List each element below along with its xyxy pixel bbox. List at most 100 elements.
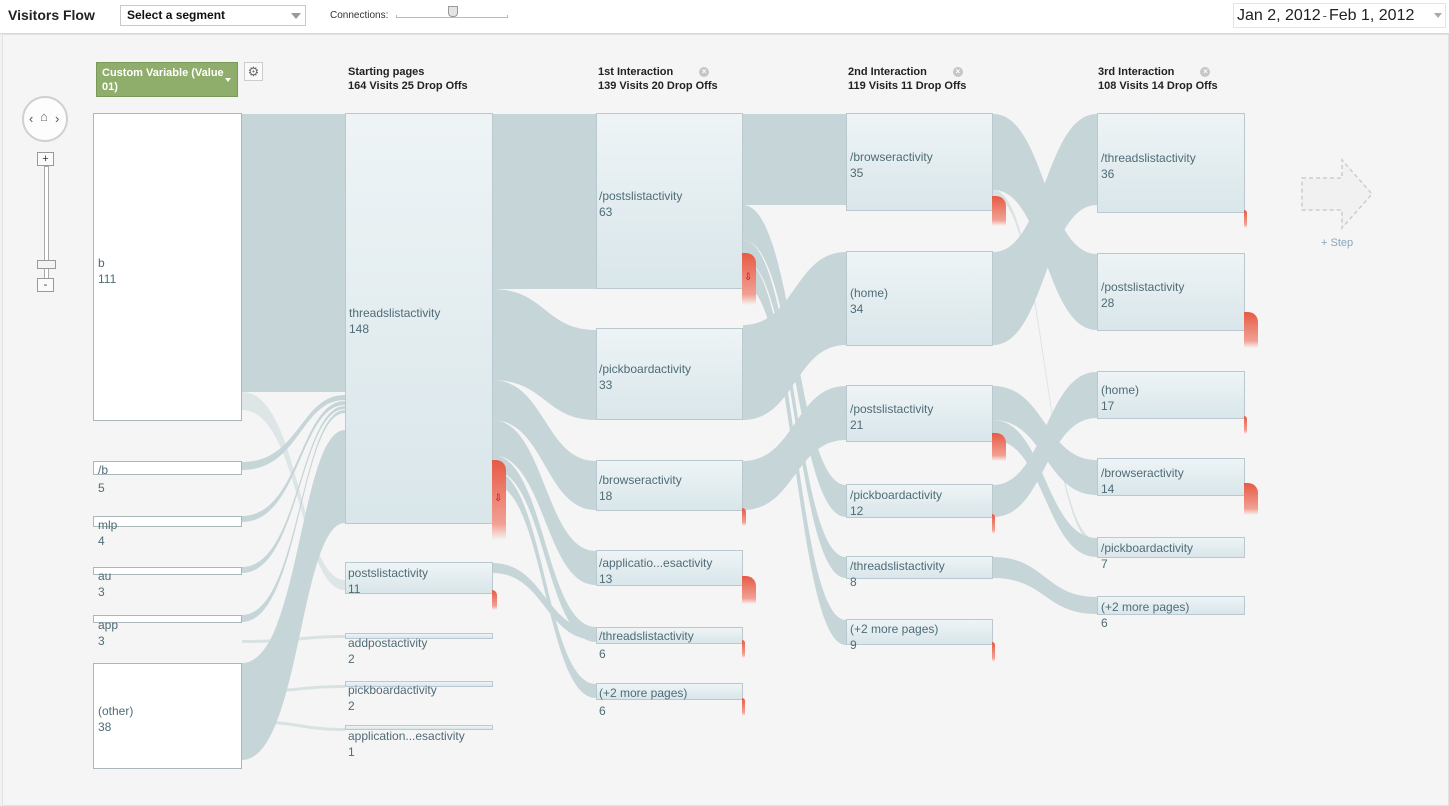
dropoff-bar[interactable] [1244,210,1247,228]
source-node[interactable] [93,615,242,623]
node-count: 8 [850,575,857,589]
dimension-select[interactable]: Custom Variable (Value 01) [96,62,238,97]
link [993,420,1097,557]
link [242,395,345,470]
page-node[interactable] [1097,253,1245,331]
dropoff-bar[interactable] [742,508,746,526]
pan-control[interactable]: ‹ ⌂ › [22,96,68,142]
left-chevron-icon[interactable]: ‹ [29,111,34,126]
add-step-arrow-icon[interactable] [1300,158,1376,230]
column-header-third: 3rd Interaction × 108 Visits 14 Drop Offs [1098,65,1218,93]
connections-slider[interactable] [396,15,508,18]
node-name: /browseractivity [599,473,682,487]
source-node[interactable] [93,113,242,421]
source-node[interactable] [93,567,242,575]
dropoff-bar[interactable] [1244,416,1247,434]
page-node[interactable] [846,385,993,442]
toolbar: Visitors Flow Select a segment Connectio… [0,0,1449,34]
node-label: b 111 [98,255,116,287]
node-name: /postslistactivity [1101,280,1185,294]
add-step-button[interactable]: + Step [1321,237,1354,249]
home-icon[interactable]: ⌂ [40,109,48,124]
page-node[interactable] [345,113,493,524]
gear-icon[interactable]: ⚙ [244,62,263,81]
dropoff-bar[interactable] [742,640,745,658]
dropoff-bar[interactable] [992,196,1006,226]
source-node[interactable] [93,516,242,527]
dropoff-arrow-icon: ⇩ [744,272,753,283]
close-icon[interactable]: × [699,67,710,77]
page-node[interactable] [1097,537,1245,558]
page-node[interactable] [596,550,743,586]
page-node[interactable] [596,460,743,511]
connections-slider-handle[interactable] [448,6,458,17]
zoom-in-button[interactable]: + [37,152,54,166]
node-label: pickboardactivity 2 [348,682,437,714]
node-label: (home) 34 [850,285,888,317]
close-icon[interactable]: × [952,67,963,77]
node-name: /postslistactivity [599,189,683,203]
link [743,205,846,517]
page-node[interactable] [345,725,493,730]
link [492,470,596,698]
page-node[interactable] [345,633,493,639]
node-name: /browseractivity [850,150,933,164]
close-icon[interactable]: × [1200,67,1211,77]
node-count: 7 [1101,557,1108,571]
node-label: /pickboardactivity 12 [850,487,942,519]
segment-select[interactable]: Select a segment [120,5,306,26]
page-node[interactable] [345,562,493,594]
node-count: 33 [599,378,613,392]
node-label: application...esactivity 1 [348,728,465,760]
dropoff-bar[interactable] [492,460,506,540]
dropoff-bar[interactable] [742,253,756,305]
dropoff-bar[interactable] [992,433,1006,461]
node-label: /browseractivity 14 [1101,465,1184,497]
page-node[interactable] [1097,596,1245,615]
page-node[interactable] [846,113,993,211]
node-label: /threadslistactivity 6 [599,628,694,662]
dropoff-bar[interactable] [492,590,497,610]
dropoff-bar[interactable] [1244,312,1258,348]
right-chevron-icon[interactable]: › [55,111,60,126]
page-node[interactable] [596,627,743,644]
page-title: Visitors Flow [8,7,95,23]
page-node[interactable] [596,683,743,700]
node-count: 34 [850,302,864,316]
source-node[interactable] [93,461,242,475]
link [492,420,596,585]
link [743,260,846,645]
page-node[interactable] [1097,458,1245,496]
page-node[interactable] [846,619,993,645]
source-node[interactable] [93,663,242,769]
zoom-out-button[interactable]: - [37,278,54,292]
node-count: 21 [850,418,864,432]
page-node[interactable] [846,251,993,346]
link [492,289,596,420]
page-node[interactable] [846,556,993,579]
dropoff-bar[interactable] [992,514,995,534]
node-label: /browseractivity 35 [850,149,933,181]
dropoff-bar[interactable] [992,642,995,662]
link [492,380,596,510]
node-name: au [98,569,112,583]
zoom-slider-handle[interactable] [37,260,56,269]
link [993,190,1097,545]
page-node[interactable] [846,484,993,518]
node-name: /threadslistactivity [599,629,694,643]
date-range-picker[interactable]: Jan 2, 2012- Feb 1, 2012 [1233,3,1446,28]
dropoff-bar[interactable] [1244,483,1258,515]
node-name: (+2 more pages) [599,686,688,700]
link [743,240,846,578]
page-node[interactable] [596,113,743,289]
page-node[interactable] [596,328,743,420]
dropoff-bar[interactable] [742,576,756,604]
page-node[interactable] [1097,113,1245,213]
column-stats: 164 Visits 25 Drop Offs [348,80,468,92]
link [242,720,345,731]
dropoff-bar[interactable] [742,698,745,716]
link [242,114,345,392]
page-node[interactable] [1097,371,1245,419]
page-node[interactable] [345,681,493,687]
node-count: 11 [348,582,361,596]
